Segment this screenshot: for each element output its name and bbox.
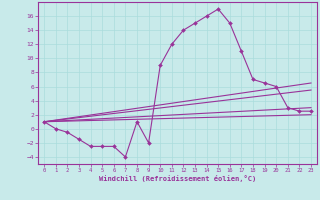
- X-axis label: Windchill (Refroidissement éolien,°C): Windchill (Refroidissement éolien,°C): [99, 175, 256, 182]
